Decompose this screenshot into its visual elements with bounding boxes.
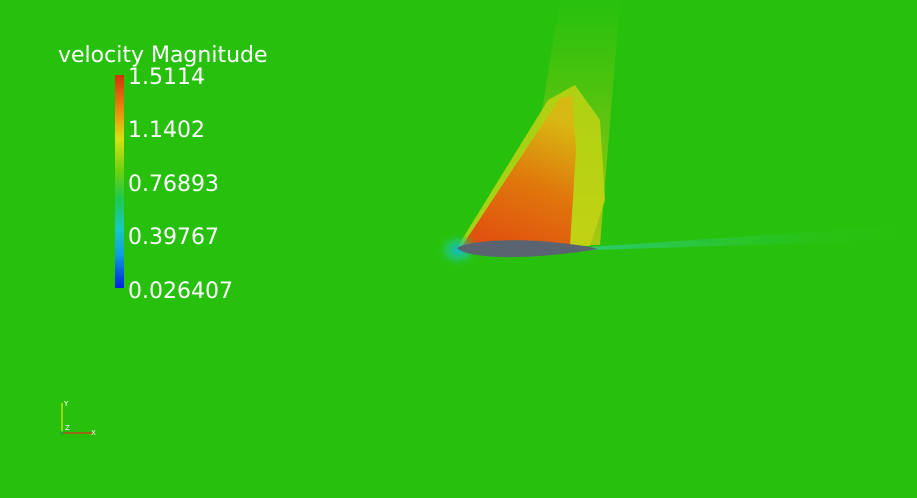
z-axis-label: Z: [65, 424, 70, 432]
stagnation-point: [436, 232, 480, 268]
x-axis-label: X: [91, 429, 96, 437]
colorbar-tick-max: 1.5114: [128, 65, 205, 90]
z-axis-marker: [60, 431, 64, 435]
legend-title: velocity Magnitude: [58, 43, 268, 68]
colorbar-tick-mid: 0.76893: [128, 172, 219, 197]
orientation-axes-widget: Y Z X: [60, 400, 96, 437]
supersonic-region: [462, 96, 576, 246]
colorbar-tick-high: 1.1402: [128, 118, 205, 143]
airfoil-shape: [457, 240, 598, 258]
colorbar-tick-min: 0.026407: [128, 279, 233, 304]
wake-region: [590, 225, 917, 250]
y-axis-label: Y: [63, 400, 69, 408]
colorbar-tick-low: 0.39767: [128, 225, 219, 250]
colorbar: [115, 75, 124, 288]
